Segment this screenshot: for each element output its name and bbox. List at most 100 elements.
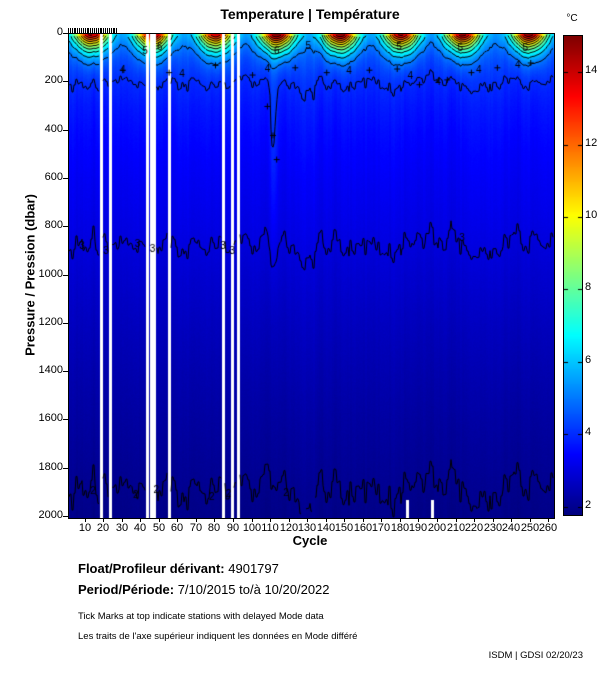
x-axis-tick bbox=[85, 518, 86, 522]
x-axis-tick bbox=[381, 518, 382, 522]
y-axis-tick-label: 1800 bbox=[38, 461, 63, 473]
delayed-mode-tick bbox=[94, 28, 95, 33]
y-axis-tick-label: 1200 bbox=[38, 316, 63, 328]
delayed-mode-note-en: Tick Marks at top indicate stations with… bbox=[78, 611, 324, 622]
x-axis-tick-label: 200 bbox=[427, 522, 447, 534]
x-axis-tick-label: 60 bbox=[170, 522, 184, 534]
delayed-mode-tick bbox=[92, 28, 93, 33]
x-axis-title: Cycle bbox=[292, 533, 328, 548]
delayed-mode-tick bbox=[100, 28, 101, 33]
delayed-mode-tick bbox=[77, 28, 78, 33]
period-value: 7/10/2015 to/à 10/20/2022 bbox=[177, 582, 330, 597]
float-id-label: Float/Profileur dérivant: bbox=[78, 561, 225, 576]
x-axis-tick-label: 90 bbox=[226, 522, 240, 534]
delayed-mode-tick bbox=[113, 28, 114, 33]
x-axis-tick-label: 70 bbox=[189, 522, 203, 534]
float-id-line: Float/Profileur dérivant: 4901797 bbox=[78, 561, 279, 576]
x-axis-tick-label: 50 bbox=[152, 522, 166, 534]
x-axis-tick-label: 100 bbox=[242, 522, 262, 534]
x-axis-tick-label: 80 bbox=[207, 522, 221, 534]
x-axis-tick-label: 140 bbox=[316, 522, 336, 534]
plot-title: Temperature | Température bbox=[220, 6, 400, 22]
y-axis-tick bbox=[63, 130, 68, 131]
colorbar-tick-label: 6 bbox=[585, 354, 592, 366]
y-axis-tick-label: 2000 bbox=[38, 509, 63, 521]
x-axis-tick bbox=[326, 518, 327, 522]
colorbar-canvas bbox=[564, 36, 582, 515]
y-axis-tick bbox=[63, 275, 68, 276]
x-axis-tick bbox=[140, 518, 141, 522]
delayed-mode-tick bbox=[81, 28, 82, 33]
period-label: Period/Période: bbox=[78, 582, 175, 597]
y-axis-tick-label: 1400 bbox=[38, 364, 63, 376]
delayed-mode-tick bbox=[87, 28, 88, 33]
delayed-mode-tick bbox=[75, 28, 76, 33]
delayed-mode-tick bbox=[74, 28, 75, 33]
delayed-mode-tick bbox=[90, 28, 91, 33]
colorbar-tick-label: 2 bbox=[585, 499, 592, 511]
y-axis-tick bbox=[63, 468, 68, 469]
y-axis-tick-label: 400 bbox=[44, 123, 63, 135]
delayed-mode-tick bbox=[116, 28, 117, 33]
delayed-mode-tick bbox=[83, 28, 84, 33]
colorbar-tick-label: 4 bbox=[585, 426, 592, 438]
x-axis-tick bbox=[122, 518, 123, 522]
y-axis-tick-label: 200 bbox=[44, 74, 63, 86]
delayed-mode-tick bbox=[101, 28, 102, 33]
x-axis-tick bbox=[363, 518, 364, 522]
y-axis-tick bbox=[63, 371, 68, 372]
y-axis-tick bbox=[63, 81, 68, 82]
y-axis-tick-label: 600 bbox=[44, 171, 63, 183]
x-axis-tick bbox=[344, 518, 345, 522]
colorbar-tick-label: 10 bbox=[585, 209, 598, 221]
x-axis-tick bbox=[252, 518, 253, 522]
y-axis-tick-label: 800 bbox=[44, 219, 63, 231]
delayed-mode-tick bbox=[103, 28, 104, 33]
colorbar-unit-label: °C bbox=[566, 13, 578, 24]
y-axis-tick-label: 1000 bbox=[38, 268, 63, 280]
delayed-mode-tick bbox=[111, 28, 112, 33]
x-axis-tick bbox=[270, 518, 271, 522]
x-axis-tick bbox=[493, 518, 494, 522]
x-axis-tick-label: 150 bbox=[334, 522, 354, 534]
x-axis-tick-label: 220 bbox=[464, 522, 484, 534]
delayed-mode-tick bbox=[107, 28, 108, 33]
colorbar-tick-label: 14 bbox=[585, 64, 598, 76]
x-axis-tick-label: 160 bbox=[353, 522, 373, 534]
x-axis-tick-label: 210 bbox=[446, 522, 466, 534]
float-id-value: 4901797 bbox=[228, 561, 279, 576]
y-axis-tick-label: 0 bbox=[56, 26, 63, 38]
isdm-credit: ISDM | GDSI 02/20/23 bbox=[488, 650, 583, 661]
period-line: Period/Période: 7/10/2015 to/à 10/20/202… bbox=[78, 582, 330, 597]
x-axis-tick bbox=[233, 518, 234, 522]
x-axis-tick bbox=[307, 518, 308, 522]
delayed-mode-tick bbox=[105, 28, 106, 33]
x-axis-tick bbox=[418, 518, 419, 522]
y-axis-tick bbox=[63, 516, 68, 517]
delayed-mode-tick bbox=[70, 28, 71, 33]
delayed-mode-tick bbox=[96, 28, 97, 33]
x-axis-tick-label: 260 bbox=[538, 522, 558, 534]
y-axis-tick bbox=[63, 419, 68, 420]
x-axis-tick-label: 20 bbox=[96, 522, 110, 534]
y-axis-tick bbox=[63, 323, 68, 324]
x-axis-tick-label: 30 bbox=[115, 522, 129, 534]
x-axis-tick bbox=[437, 518, 438, 522]
x-axis-tick-label: 120 bbox=[279, 522, 299, 534]
delayed-mode-note-fr: Les traits de l'axe supérieur indiquent … bbox=[78, 631, 358, 642]
x-axis-tick-label: 10 bbox=[78, 522, 92, 534]
delayed-mode-tick bbox=[114, 28, 115, 33]
y-axis-tick bbox=[63, 226, 68, 227]
x-axis-tick-label: 190 bbox=[408, 522, 428, 534]
delayed-mode-tick bbox=[72, 28, 73, 33]
delayed-mode-tick bbox=[88, 28, 89, 33]
x-axis-tick-label: 230 bbox=[483, 522, 503, 534]
colorbar-tick-label: 8 bbox=[585, 281, 592, 293]
delayed-mode-tick bbox=[79, 28, 80, 33]
delayed-mode-tick bbox=[98, 28, 99, 33]
x-axis-tick bbox=[456, 518, 457, 522]
x-axis-tick bbox=[214, 518, 215, 522]
x-axis-tick-label: 250 bbox=[520, 522, 540, 534]
delayed-mode-tick bbox=[68, 28, 69, 33]
